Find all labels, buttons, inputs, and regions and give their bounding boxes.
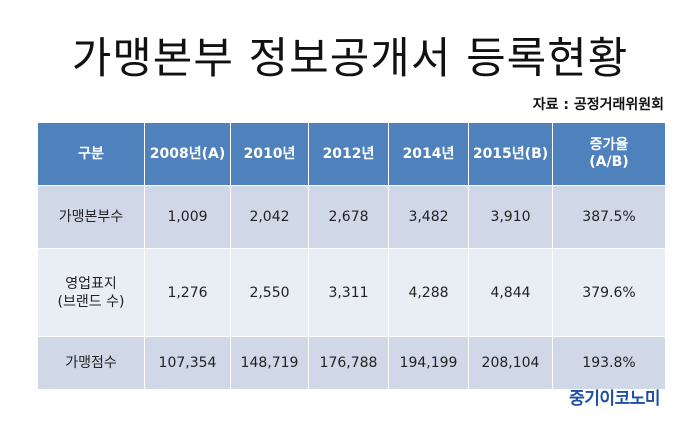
franchise-registration-table: 구분 2008년(A) 2010년 2012년 2014년 2015년(B) 증… <box>37 122 666 390</box>
table-cell: 3,482 <box>388 185 469 249</box>
table-cell: 3,311 <box>308 248 389 337</box>
header-2010: 2010년 <box>230 122 309 186</box>
row-label: 영업표지 (브랜드 수) <box>37 248 145 337</box>
header-growth-rate: 증가율 (A/B) <box>552 122 666 186</box>
table-cell: 2,678 <box>308 185 389 249</box>
page-title: 가맹본부 정보공개서 등록현황 <box>71 34 629 84</box>
header-2014: 2014년 <box>388 122 469 186</box>
table-cell: 176,788 <box>308 336 389 390</box>
table-cell: 4,288 <box>388 248 469 337</box>
table-row: 영업표지 (브랜드 수) 1,276 2,550 3,311 4,288 4,8… <box>37 248 666 337</box>
table-cell: 387.5% <box>552 185 666 249</box>
source-note: 자료 : 공정거래위원회 <box>532 97 664 113</box>
header-2008: 2008년(A) <box>144 122 231 186</box>
row-label: 가맹본부수 <box>37 185 145 249</box>
table-cell: 1,276 <box>144 248 231 337</box>
header-2015: 2015년(B) <box>468 122 553 186</box>
row-label: 가맹점수 <box>37 336 145 390</box>
table-cell: 208,104 <box>468 336 553 390</box>
publisher-logo: 중기이코노미 <box>569 389 660 409</box>
table-cell: 148,719 <box>230 336 309 390</box>
table-header-row: 구분 2008년(A) 2010년 2012년 2014년 2015년(B) 증… <box>37 122 666 186</box>
table-cell: 194,199 <box>388 336 469 390</box>
table-cell: 2,042 <box>230 185 309 249</box>
table-cell: 4,844 <box>468 248 553 337</box>
header-category: 구분 <box>37 122 145 186</box>
table-cell: 3,910 <box>468 185 553 249</box>
table-cell: 107,354 <box>144 336 231 390</box>
table-row: 가맹점수 107,354 148,719 176,788 194,199 208… <box>37 336 666 390</box>
table-cell: 2,550 <box>230 248 309 337</box>
table-cell: 193.8% <box>552 336 666 390</box>
table-cell: 379.6% <box>552 248 666 337</box>
table-cell: 1,009 <box>144 185 231 249</box>
table-row: 가맹본부수 1,009 2,042 2,678 3,482 3,910 387.… <box>37 185 666 249</box>
header-2012: 2012년 <box>308 122 389 186</box>
